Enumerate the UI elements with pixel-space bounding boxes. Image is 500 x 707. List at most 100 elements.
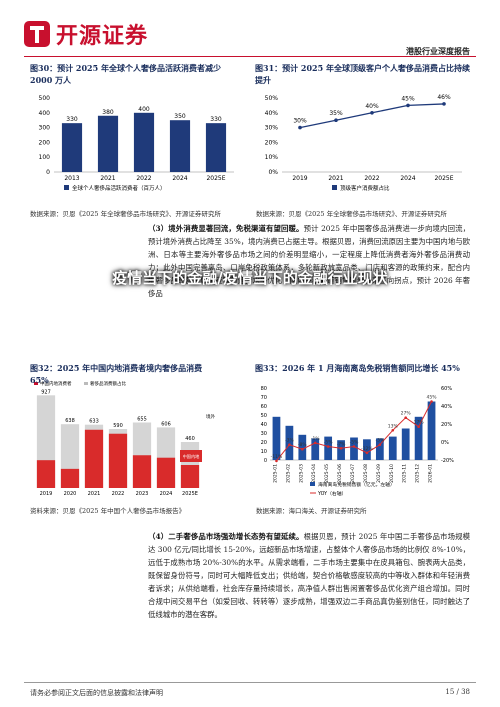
fig33-yoy-point [365,451,369,455]
fig33-yoy-point [404,416,407,419]
fig33-ytick-right: 20% [441,422,452,428]
fig32-bar-label: 927 [41,389,51,395]
fig33-yoy-point [339,447,343,450]
fig33-bar [324,436,333,460]
fig32-callout-mainland: 中国内地 [183,453,201,460]
fig32-callout-box [180,450,202,462]
fig33-xtick: 2025-01 [272,464,278,483]
fig33-bar [401,428,410,460]
fig33-ytick-right: 60% [441,386,452,392]
fig33-yoy-label: 17% [414,420,425,426]
fig31-ytick: 50% [265,95,279,102]
fig33-ytick-left: 20 [261,440,267,446]
fig32-xtick: 2021 [88,491,101,497]
fig32-bar-domestic [132,455,152,488]
fig31-point-label: 40% [365,103,379,110]
fig31-point [370,111,374,115]
fig32-legend-swatch-2 [84,382,88,385]
fig31-title: 图31：预计 2025 年全球顶级客户个人奢侈品消费占比持续提升 [255,63,470,85]
fig33-ytick-right: -20% [441,458,454,464]
fig33-yoy-label: -3% [285,438,294,444]
fig33-ytick-left: 10 [261,449,267,455]
fig33-bar [363,439,371,460]
header-divider [24,56,476,57]
fig30-bar [61,123,83,172]
fig33-bar [337,440,345,460]
fig33-xtick: 2025-09 [376,464,382,483]
paragraph-second-hand-body: 根据贝恩，预计 2025 年中国二手奢侈品市场规模达 300 亿元/同比增长 1… [148,532,470,619]
fig33-yoy-point [352,445,356,448]
fig33-xtick: 2025-06 [337,464,343,483]
fig32-xtick: 2025E [182,491,198,497]
fig32-bar-domestic [36,460,56,488]
fig31-xtick: 2019 [292,175,307,182]
fig33-bar [285,425,294,460]
fig32-legend-1: 中国内地消费者 [40,380,72,387]
fig32-xtick: 2019 [40,491,53,497]
fig31-xtick: 2021 [328,175,343,182]
fig33-xtick: 2025-08 [363,464,369,483]
fig31-point-label: 46% [437,94,451,101]
fig30-bar-label: 330 [210,116,222,123]
fig30-bar-label: 400 [138,106,150,113]
fig33-bar [375,438,384,460]
paragraph-duty-free-head: （3）境外消费显著回流，免税渠道有望回暖。 [148,224,304,233]
fig31-point [406,103,410,108]
fig30-xtick: 2021 [100,175,115,182]
fig30-xtick: 2024 [172,175,187,182]
fig33-bar [388,436,397,460]
fig31-ytick: 0% [268,169,278,176]
fig31-ytick: 10% [265,154,279,161]
fig33-xtick: 2025-02 [285,464,291,483]
fig32-xtick: 2024 [160,491,173,497]
fig33-bar [272,416,281,460]
fig30-bar-label: 330 [66,116,78,123]
fig33-yoy-label: -12% [361,446,373,452]
fig33-ytick-left: 50 [261,413,267,419]
fig33-source: 数据来源：海口海关、开源证券研究所 [256,507,367,515]
fig33-yoy-label: -1% [311,436,320,442]
fig32-bar-domestic [60,468,80,488]
fig32-bar-domestic [108,433,128,488]
fig30-ytick: 500 [39,95,51,102]
fig33-ytick-right: 0% [441,440,449,446]
fig31-ytick: 30% [265,125,279,132]
fig32-bar-label: 633 [89,419,99,425]
fig33-yoy-point [391,429,395,432]
footer-divider [24,682,476,683]
fig32-source: 资料来源：贝恩《2025 年中国个人奢侈品市场报告》 [30,507,186,515]
fig33-bar [350,437,358,460]
fig33-xtick: 2025-03 [298,464,304,483]
fig33-bar [427,401,436,460]
fig30-bar [97,115,119,172]
fig30-bar [133,112,155,172]
fig33-xtick: 2025-04 [311,464,317,483]
fig33-xtick: 2025-10 [389,464,395,483]
fig33-yoy-label: -5% [324,440,333,446]
fig30-ytick: 300 [39,125,51,132]
fig31-point-label: 35% [329,110,343,117]
fig31-ytick: 40% [265,110,279,117]
fig33-yoy-label: -5% [350,440,359,446]
fig33-ytick-right: 40% [441,404,452,410]
fig33-bar [311,438,320,460]
fig33-yoy-point [378,443,382,446]
fig31-point [442,102,446,106]
fig30-legend: 全球个人奢侈品活跃消费者（百万人） [72,184,166,192]
fig31-source: 数据来源：贝恩《2025 年全球奢侈品市场研究》、开源证券研究所 [256,210,447,218]
fig33-yoy-point [301,447,304,451]
fig31-point-label: 45% [401,95,415,102]
fig30-ytick: 100 [39,154,51,161]
fig32-title: 图32：2025 年中国内地消费者境内奢侈品消费 [30,363,203,373]
fig30-xtick: 2025E [206,175,225,182]
fig30-source: 数据来源：贝恩《2025 年全球奢侈品市场研究》、开源证券研究所 [30,210,221,218]
fig33-ytick-left: 40 [261,422,267,428]
fig32-bar-label: 638 [65,418,75,424]
brand-name: 开源证券 [56,24,149,49]
fig30-bar-label: 380 [102,109,114,116]
fig33-yoy-point [275,459,278,463]
fig32-callout-overseas: 境外 [206,413,215,420]
fig32-bar-domestic [156,457,176,488]
fig32-bar-label: 590 [113,423,123,429]
fig33-yoy-label: -3% [375,438,384,444]
